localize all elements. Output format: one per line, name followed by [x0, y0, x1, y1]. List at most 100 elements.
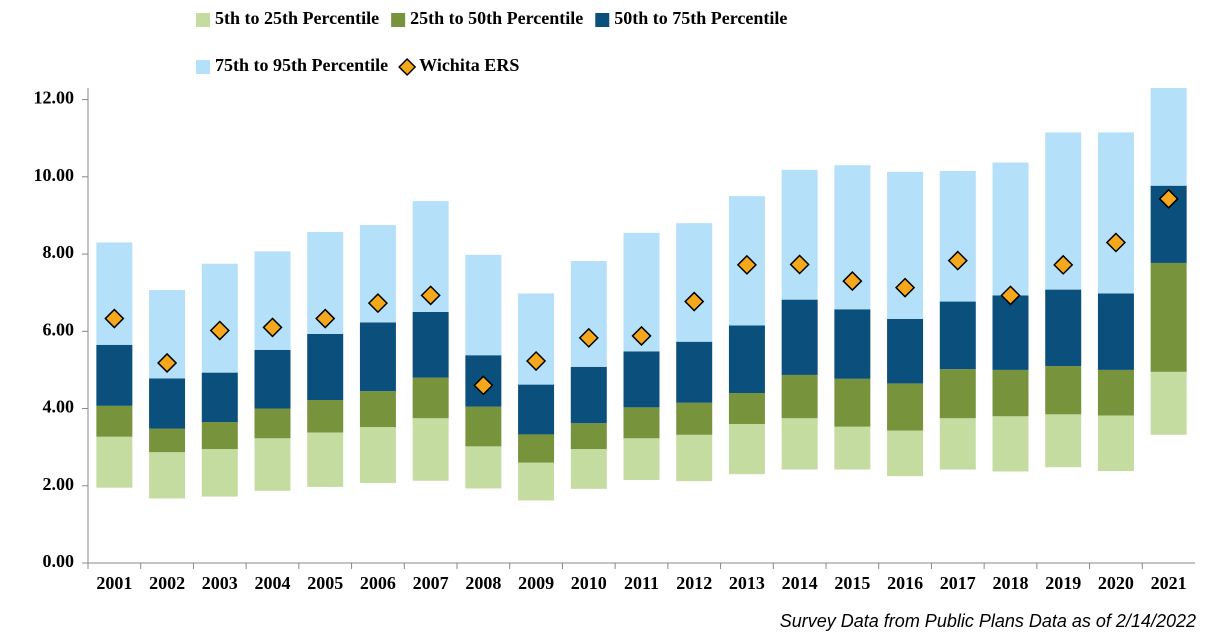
bar-segment [939, 418, 976, 470]
y-tick-label: 12.00 [34, 88, 75, 108]
bar-segment [834, 378, 871, 427]
bar-segment [307, 333, 344, 401]
y-tick-label: 8.00 [43, 242, 75, 262]
bar-segment [149, 378, 186, 429]
wichita-marker [578, 327, 599, 348]
bar-segment [834, 309, 871, 379]
bar-segment [992, 295, 1029, 370]
bar-segment [201, 372, 238, 423]
bar-segment [201, 449, 238, 497]
bar-segment [992, 162, 1029, 296]
bar-segment [1150, 371, 1187, 435]
bar-segment [412, 377, 449, 419]
bar-segment [676, 402, 713, 435]
legend-label: Wichita ERS [419, 55, 519, 75]
legend-swatch [391, 13, 406, 27]
x-tick-label: 2009 [518, 573, 554, 593]
bar-segment [728, 325, 765, 394]
wichita-marker [684, 291, 705, 312]
bar-segment [1097, 132, 1134, 294]
bar-segment [96, 436, 133, 488]
bar-segment [96, 405, 133, 437]
bar-segment [518, 434, 555, 463]
bar-segment [254, 408, 291, 439]
x-tick-label: 2015 [834, 573, 870, 593]
bar-segment [465, 254, 502, 356]
x-tick-label: 2020 [1098, 573, 1134, 593]
x-tick-label: 2001 [96, 573, 132, 593]
wichita-marker [473, 375, 494, 396]
bar-segment [623, 438, 660, 480]
bar-segment [1045, 289, 1082, 367]
y-tick-label: 10.00 [34, 165, 75, 185]
bar-segment [518, 462, 555, 501]
bar-segment [781, 169, 818, 300]
x-tick-label: 2008 [465, 573, 501, 593]
bar-segment [887, 383, 924, 431]
wichita-marker [104, 308, 125, 329]
x-tick-label: 2021 [1151, 573, 1187, 593]
wichita-marker [842, 271, 863, 292]
bar-segment [887, 318, 924, 384]
wichita-marker [1158, 188, 1179, 209]
x-tick-label: 2011 [624, 573, 659, 593]
x-tick-label: 2005 [307, 573, 343, 593]
bar-segment [412, 418, 449, 481]
wichita-marker [895, 277, 916, 298]
legend-label: 50th to 75th Percentile [614, 8, 787, 28]
bar-segment [359, 391, 396, 428]
bar-segment [781, 299, 818, 375]
bar-segment [359, 427, 396, 484]
bar-segment [465, 406, 502, 447]
wichita-marker [420, 285, 441, 306]
wichita-marker [1000, 285, 1021, 306]
x-tick-label: 2014 [782, 573, 818, 593]
wichita-marker [262, 317, 283, 338]
wichita-marker [789, 254, 810, 275]
bar-segment [676, 434, 713, 482]
legend-label: 5th to 25th Percentile [215, 8, 379, 28]
x-tick-label: 2012 [676, 573, 712, 593]
wichita-marker [367, 293, 388, 314]
bar-segment [570, 366, 607, 424]
bar-segment [201, 422, 238, 450]
y-tick-label: 0.00 [43, 551, 75, 571]
x-tick-label: 2003 [202, 573, 238, 593]
bar-segment [254, 438, 291, 491]
bar-segment [570, 449, 607, 489]
wichita-marker [736, 254, 757, 275]
bar-segment [1097, 415, 1134, 472]
legend-label: 25th to 50th Percentile [410, 8, 583, 28]
bar-segment [992, 416, 1029, 472]
bar-segment [359, 322, 396, 392]
bar-segment [570, 261, 607, 367]
bar-segment [992, 369, 1029, 417]
bar-segment [254, 349, 291, 409]
bar-segment [201, 263, 238, 373]
legend-swatch [196, 60, 210, 74]
y-tick-label: 2.00 [43, 474, 75, 494]
bar-segment [518, 384, 555, 435]
bar-segment [781, 374, 818, 419]
x-tick-label: 2007 [413, 573, 449, 593]
x-tick-label: 2006 [360, 573, 396, 593]
bar-segment [676, 223, 713, 342]
x-tick-label: 2016 [887, 573, 923, 593]
bar-segment [1045, 414, 1082, 468]
bar-segment [96, 242, 133, 345]
x-tick-label: 2010 [571, 573, 607, 593]
bar-segment [96, 344, 133, 406]
wichita-marker [315, 308, 336, 329]
bar-segment [1150, 88, 1187, 186]
wichita-marker [947, 250, 968, 271]
x-tick-label: 2013 [729, 573, 765, 593]
legend-swatch [196, 13, 210, 27]
bar-segment [676, 341, 713, 403]
bar-segment [939, 171, 976, 302]
bar-segment [307, 400, 344, 433]
y-tick-label: 6.00 [43, 319, 75, 339]
x-tick-label: 2019 [1045, 573, 1081, 593]
wichita-marker [209, 320, 230, 341]
legend-swatch [595, 13, 610, 27]
